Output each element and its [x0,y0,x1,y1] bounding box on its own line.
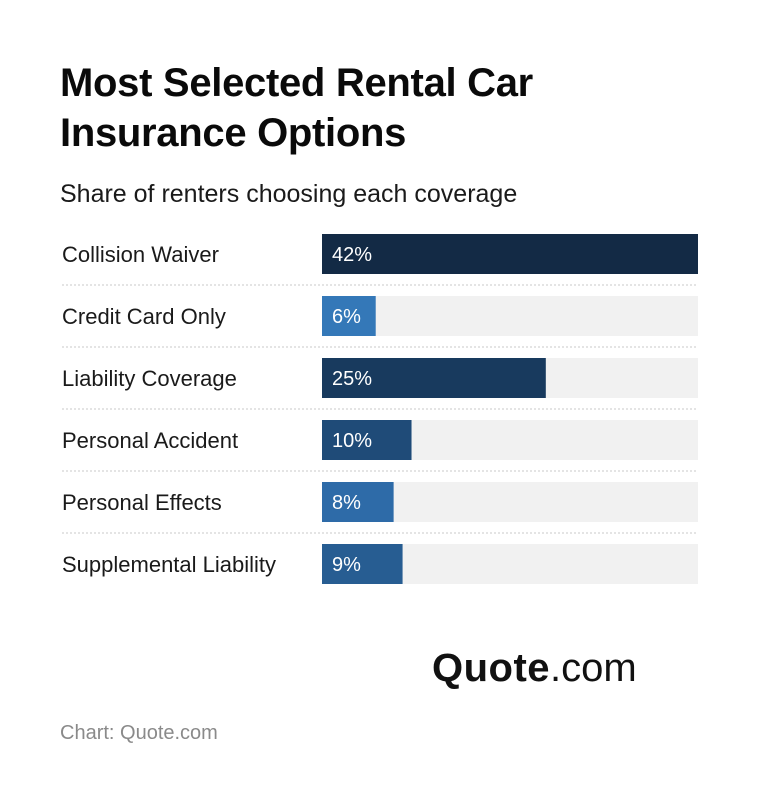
category-label: Personal Accident [62,428,238,453]
value-label: 25% [332,368,372,390]
quote-logo: Quote.com [432,646,637,696]
category-label: Liability Coverage [62,366,237,391]
bar [322,544,403,584]
value-label: 42% [332,244,372,266]
value-label: 10% [332,430,372,452]
category-label: Personal Effects [62,490,222,515]
bar [322,296,376,336]
bar [322,234,698,274]
bar [322,358,546,398]
bar-track [322,296,698,336]
category-label: Collision Waiver [62,242,219,267]
value-label: 8% [332,492,361,514]
bar [322,420,412,460]
logo-wordmark: Quote [432,646,551,690]
chart-subtitle: Share of renters choosing each coverage [60,180,518,208]
chart-title: Most Selected Rental Car Insurance Optio… [60,61,533,155]
chart-source: Chart: Quote.com [60,722,218,744]
bar [322,482,394,522]
category-label: Credit Card Only [62,304,226,329]
logo-domain: .com [550,646,637,690]
value-label: 6% [332,306,361,328]
category-label: Supplemental Liability [62,552,276,577]
value-label: 9% [332,554,361,576]
